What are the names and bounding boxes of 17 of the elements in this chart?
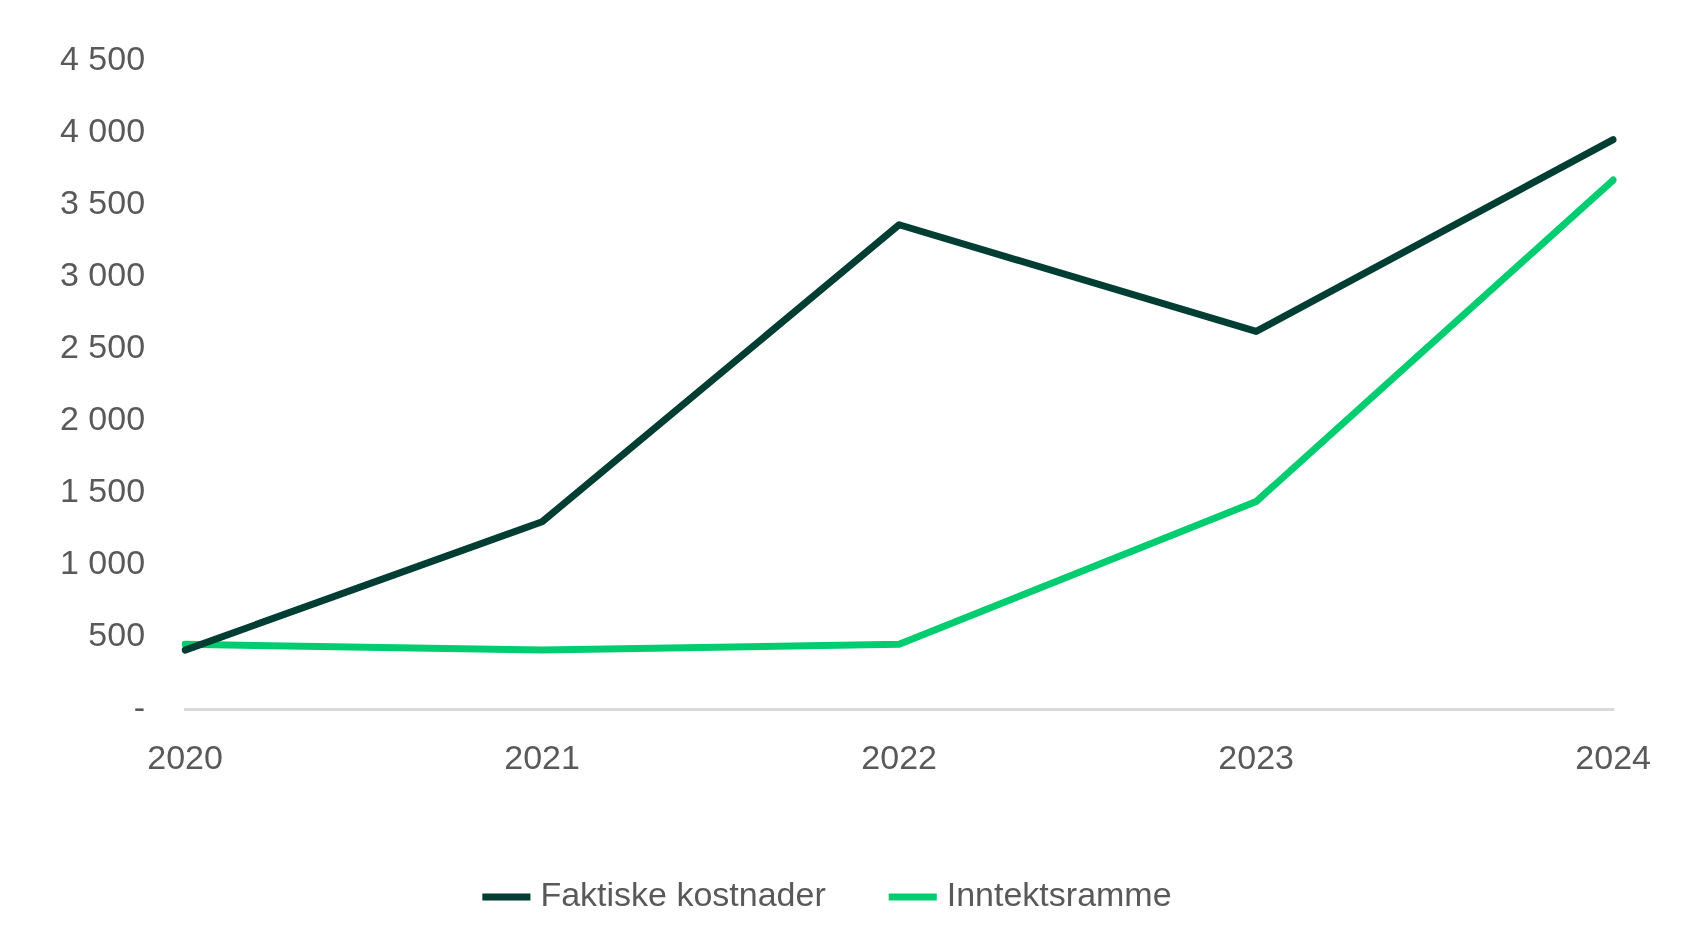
x-tick-label: 2021 [504,737,580,776]
legend-label: Inntektsramme [946,875,1172,914]
legend-label: Faktiske kostnader [540,875,826,914]
y-tick-label: - [133,687,146,726]
y-tick-label: 1 500 [59,471,146,510]
y-tick-label: 4 500 [59,38,146,77]
y-tick-label: 1 000 [59,543,146,582]
x-tick-label: 2020 [147,737,223,776]
y-tick-label: 3 000 [59,255,146,294]
y-tick-label: 4 000 [59,110,146,149]
x-tick-label: 2023 [1218,737,1294,776]
y-tick-label: 3 500 [59,182,146,221]
y-tick-label: 2 000 [59,399,146,438]
x-tick-label: 2024 [1575,737,1651,776]
y-tick-label: 500 [88,615,146,654]
x-tick-label: 2022 [861,737,937,776]
y-tick-label: 2 500 [59,327,146,366]
